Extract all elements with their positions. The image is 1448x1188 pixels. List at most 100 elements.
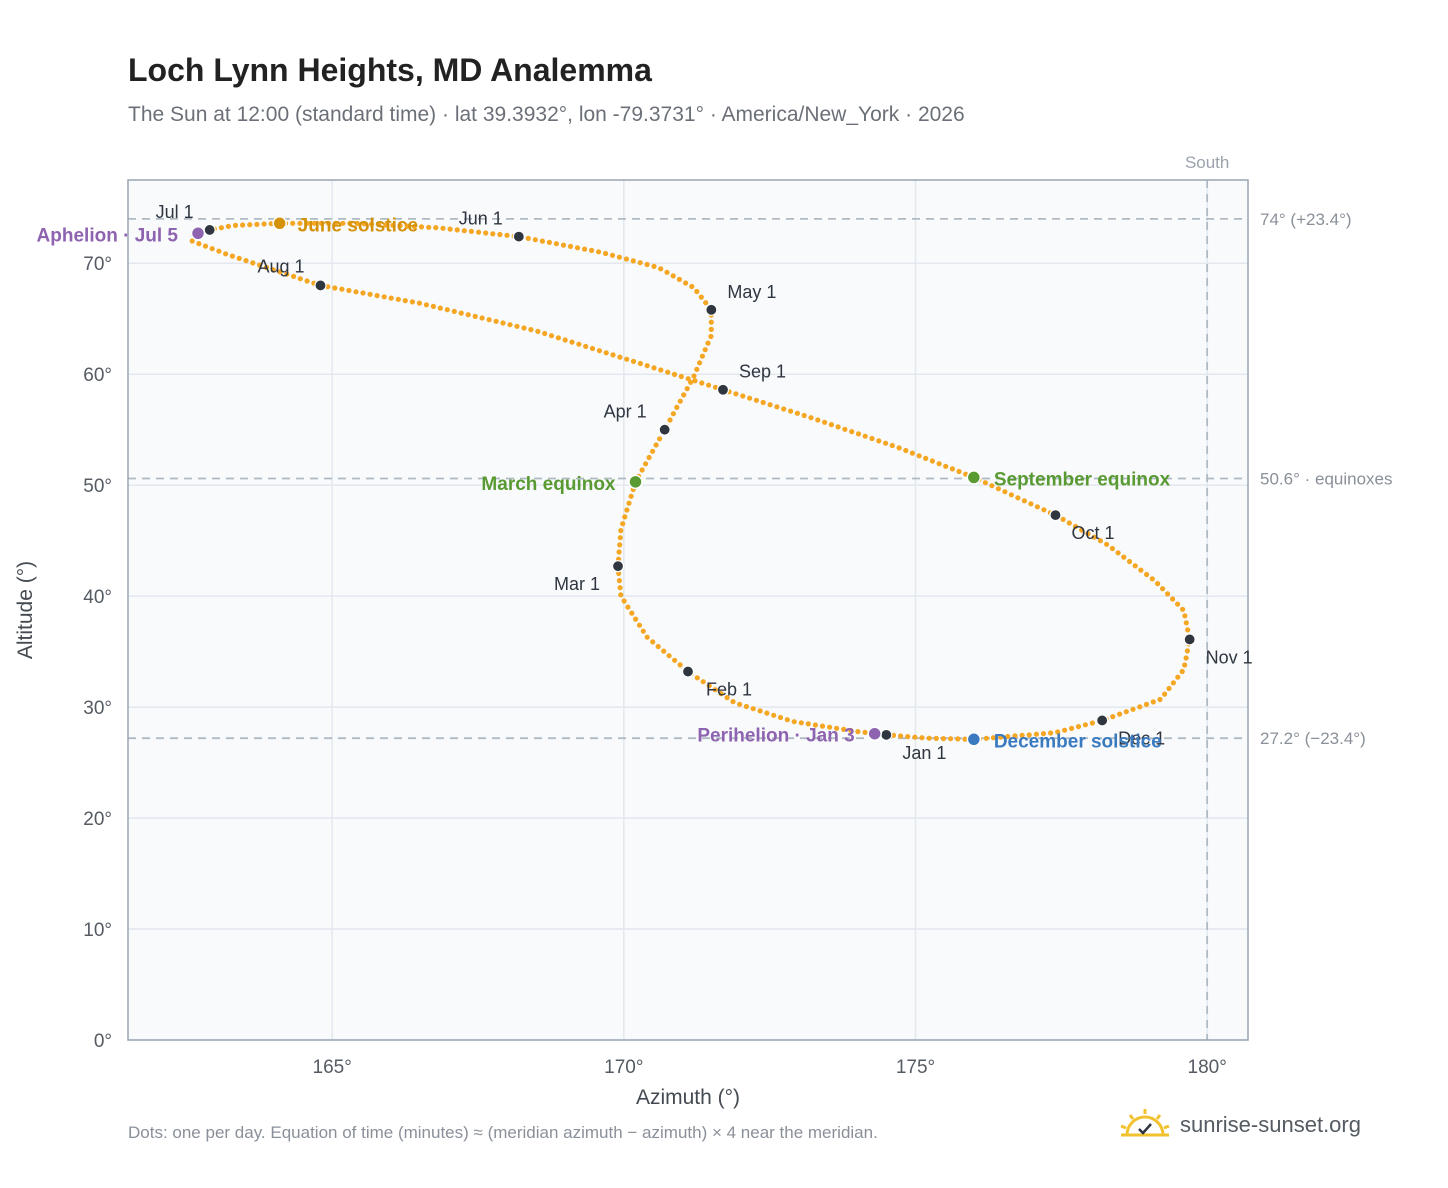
grid <box>128 180 1248 1041</box>
event-markers: June solstice December solstice March equi… <box>37 215 1171 752</box>
daily-dot <box>479 315 485 321</box>
y-tick-label: 30° <box>83 698 112 719</box>
daily-dot <box>440 225 446 231</box>
daily-dot <box>1091 534 1097 540</box>
daily-dot <box>397 223 403 229</box>
brand[interactable]: sunrise-sunset.org <box>1118 1100 1361 1150</box>
month-markers: Jan 1 Feb 1 Mar 1 Apr 1 May 1 Jun 1 Jul 1 Aug 1… <box>156 202 1253 763</box>
daily-dot <box>1155 581 1161 587</box>
y-tick-label: 10° <box>83 920 112 941</box>
month-label: Apr 1 <box>604 402 647 422</box>
daily-dot <box>1033 731 1039 737</box>
daily-dot <box>596 249 602 255</box>
daily-dot <box>650 639 656 645</box>
daily-dot <box>625 604 631 610</box>
daily-dot <box>430 303 436 309</box>
daily-dot <box>702 347 708 353</box>
daily-dot <box>912 734 918 740</box>
daily-dot <box>995 486 1002 492</box>
daily-dot <box>1066 520 1072 526</box>
daily-dot <box>630 258 636 264</box>
event-label: Perihelion · Jan 3 <box>697 726 854 747</box>
daily-dot <box>949 466 956 472</box>
daily-dot <box>576 341 582 347</box>
daily-dot <box>433 225 439 231</box>
daily-dot <box>1034 504 1040 510</box>
daily-dot <box>521 325 527 331</box>
daily-dot <box>694 366 700 372</box>
daily-dot <box>989 483 995 489</box>
daily-dot <box>760 399 766 406</box>
daily-dot <box>311 220 317 226</box>
daily-dot <box>216 248 222 254</box>
daily-dot <box>998 734 1004 740</box>
daily-dot <box>1104 541 1110 547</box>
month-label: Feb 1 <box>706 680 752 700</box>
daily-dot <box>1175 674 1181 680</box>
month-label: Jan 1 <box>902 743 946 763</box>
daily-dot <box>609 252 616 258</box>
daily-dot <box>1060 516 1066 523</box>
daily-dot <box>622 514 628 520</box>
daily-dot <box>454 227 460 233</box>
daily-dot <box>542 330 548 337</box>
daily-dot <box>898 733 904 739</box>
daily-dot <box>1019 732 1025 738</box>
daily-dot <box>539 238 546 244</box>
daily-dot <box>708 333 714 340</box>
daily-dot <box>507 322 513 328</box>
reference-lines: South 74° (+23.4°) 50.6° · equinoxes 27.2° … <box>128 153 1393 1040</box>
daily-dot <box>658 266 664 272</box>
footnote: Dots: one per day. Equation of time (min… <box>128 1123 878 1142</box>
daily-dot <box>691 373 697 379</box>
daily-dot <box>1002 489 1008 495</box>
daily-dot <box>750 706 756 712</box>
daily-dot <box>640 628 646 634</box>
daily-dot <box>1012 733 1018 739</box>
daily-dot <box>1062 727 1068 733</box>
daily-dot <box>223 251 229 257</box>
daily-dot <box>700 679 706 685</box>
daily-dot <box>674 404 680 410</box>
daily-dot <box>855 729 861 735</box>
x-axis-label: Azimuth (°) <box>636 1086 740 1109</box>
daily-dot <box>261 221 267 227</box>
daily-dot <box>827 724 833 730</box>
daily-dot <box>497 231 503 238</box>
daily-dot <box>603 350 609 356</box>
month-label: Nov 1 <box>1206 647 1253 667</box>
x-tick-label: 165° <box>313 1057 352 1078</box>
daily-dot <box>849 429 855 435</box>
daily-dot <box>418 224 425 230</box>
event-marker <box>272 216 287 231</box>
daily-dot <box>254 221 260 227</box>
daily-dot <box>560 242 567 248</box>
month-marker <box>1183 633 1196 646</box>
daily-dot <box>374 293 380 299</box>
daily-dot <box>493 318 499 324</box>
daily-dot <box>1157 696 1163 703</box>
y-tick-label: 60° <box>83 365 112 386</box>
daily-dot <box>629 610 635 616</box>
daily-dot <box>943 463 949 469</box>
month-label: Oct 1 <box>1072 523 1115 543</box>
daily-dot <box>325 220 332 226</box>
month-marker <box>203 223 216 237</box>
daily-dot <box>706 382 712 388</box>
daily-dot <box>232 222 239 228</box>
daily-dot <box>628 493 634 499</box>
plot-frame <box>127 179 1249 1041</box>
daily-dot <box>905 734 911 740</box>
plot-area <box>128 180 1248 1040</box>
daily-dot <box>697 360 703 366</box>
daily-dot <box>1026 732 1032 738</box>
month-marker <box>512 230 525 243</box>
daily-dot <box>411 223 417 230</box>
daily-dot <box>1179 668 1185 675</box>
daily-dot <box>589 345 596 352</box>
daily-dot <box>883 440 889 446</box>
daily-dot <box>651 365 657 371</box>
daily-dot <box>297 276 303 282</box>
daily-dot <box>670 273 676 279</box>
daily-dot <box>1008 492 1015 498</box>
